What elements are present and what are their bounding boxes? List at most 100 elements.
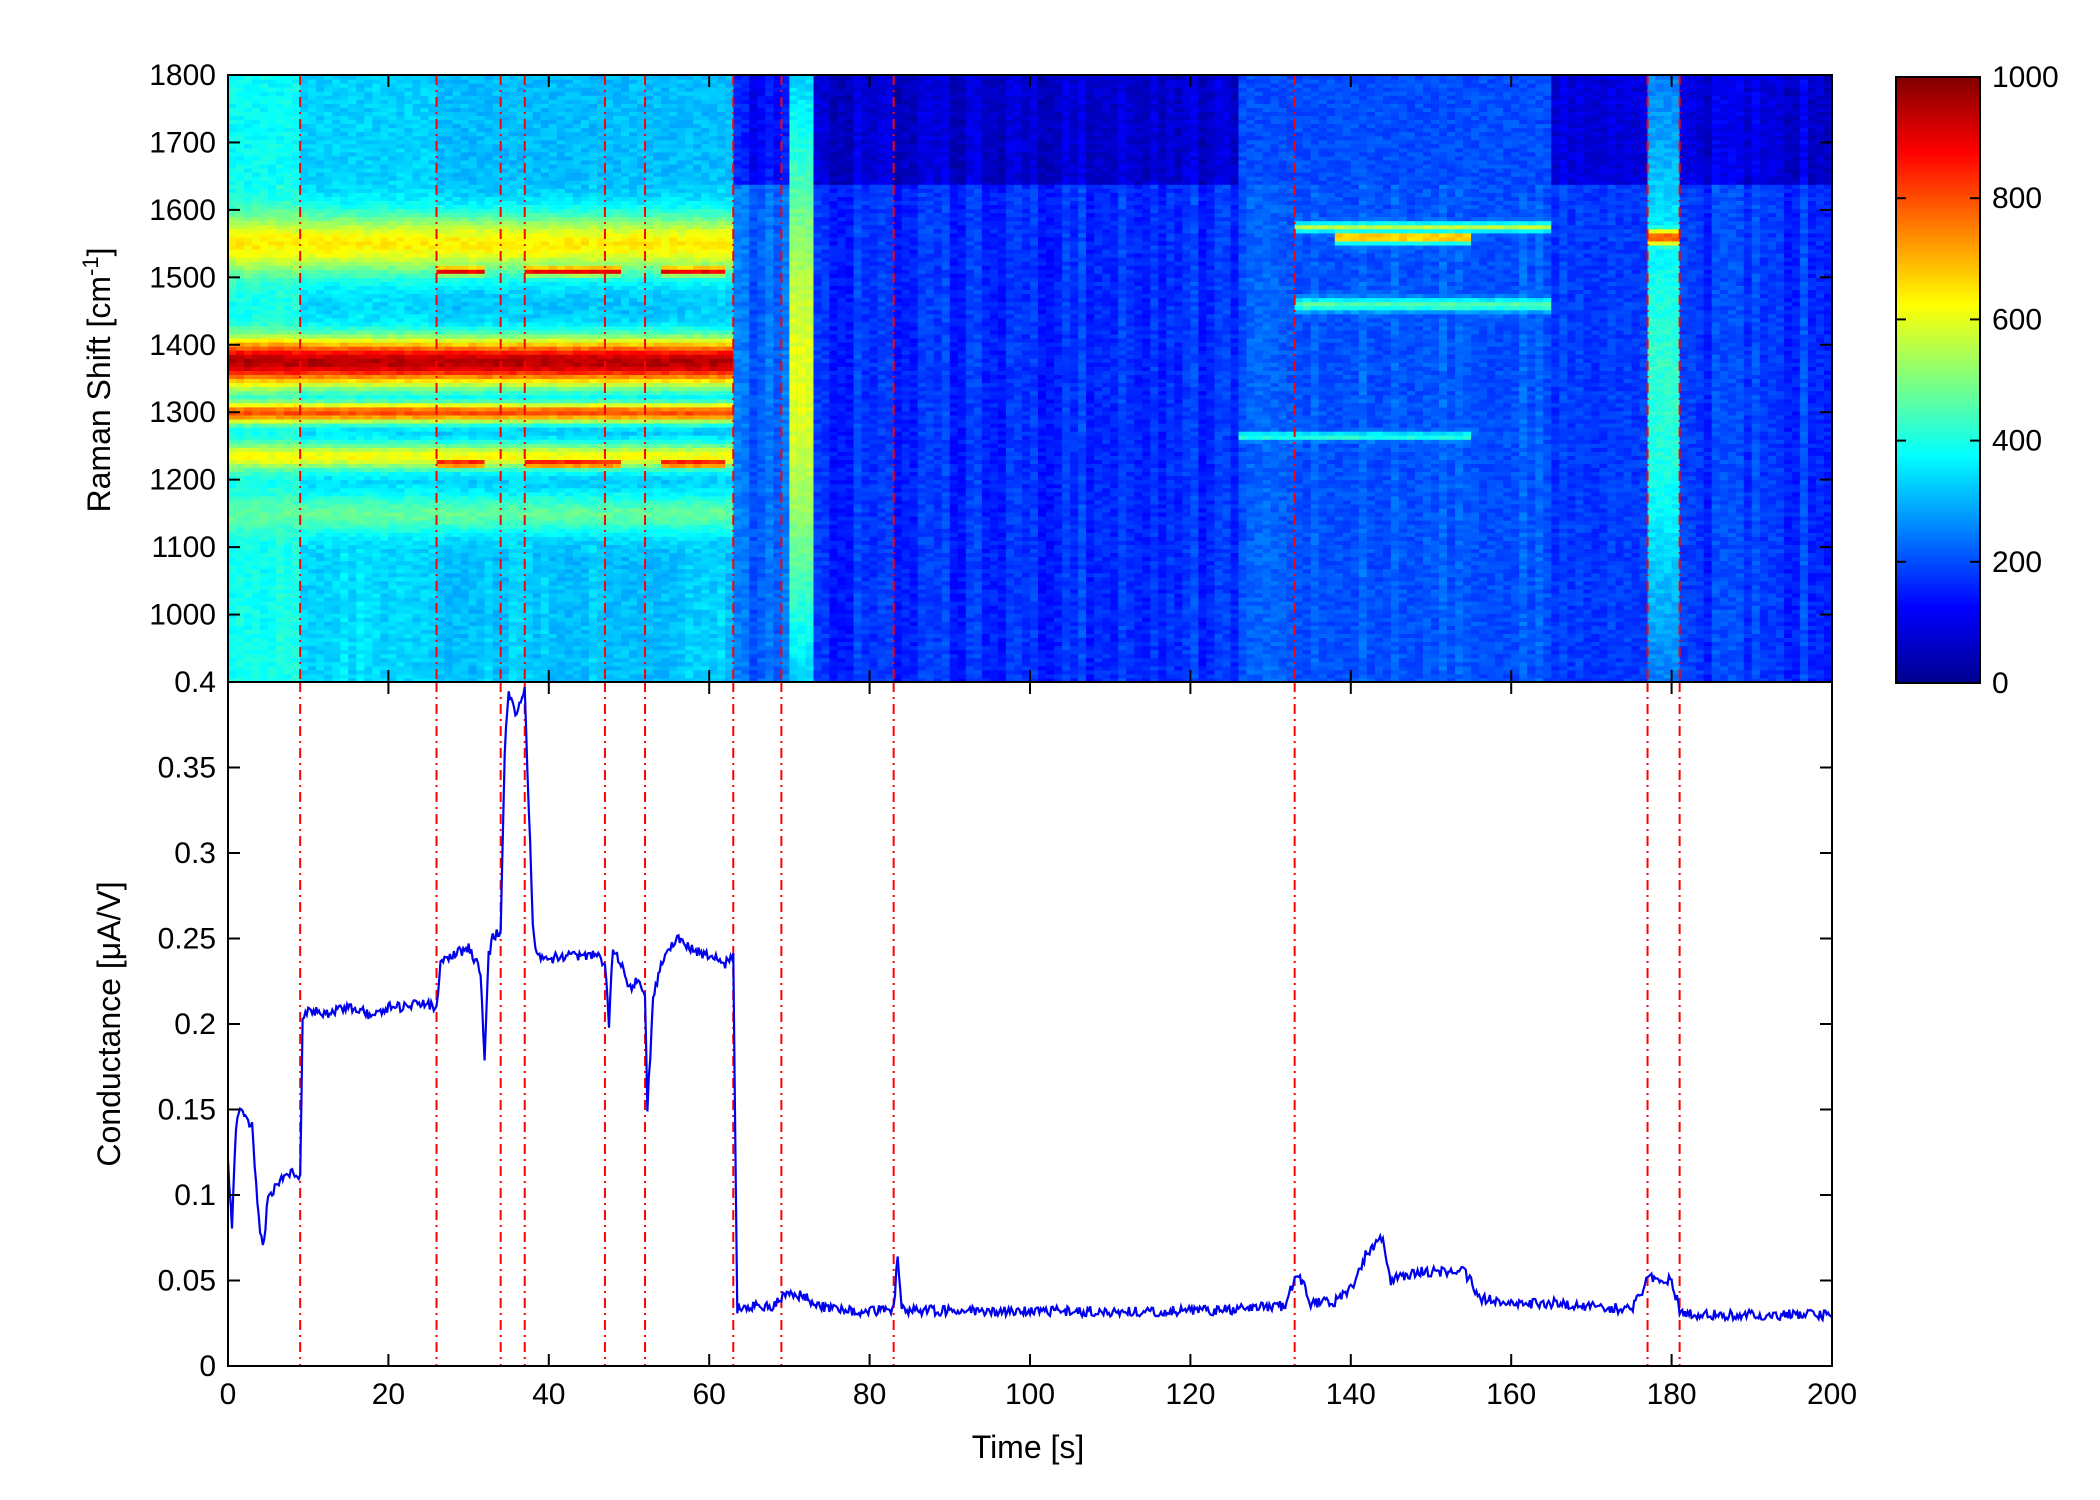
heatmap-cell xyxy=(413,322,422,327)
heatmap-cell xyxy=(348,310,357,315)
heatmap-cell xyxy=(284,95,293,100)
heatmap-cell xyxy=(300,504,309,509)
heatmap-cell xyxy=(308,395,317,400)
heatmap-cell xyxy=(461,152,470,157)
heatmap-cell xyxy=(260,180,269,185)
heatmap-cell xyxy=(380,273,389,278)
heatmap-cell xyxy=(453,330,462,335)
heatmap-cell xyxy=(300,528,309,533)
heatmap-cell xyxy=(252,156,261,161)
heatmap-cell xyxy=(276,294,285,299)
heatmap-cell xyxy=(380,160,389,165)
heatmap-cell xyxy=(236,334,245,339)
heatmap-cell xyxy=(260,265,269,270)
heatmap-cell xyxy=(364,350,373,355)
heatmap-cell xyxy=(453,99,462,104)
heatmap-cell xyxy=(340,407,349,412)
heatmap-cell xyxy=(485,387,494,392)
heatmap-cell xyxy=(324,674,333,679)
heatmap-cell xyxy=(236,387,245,392)
heatmap-cell xyxy=(380,597,389,602)
heatmap-cell xyxy=(284,334,293,339)
heatmap-cell xyxy=(236,322,245,327)
heatmap-cell xyxy=(469,152,478,157)
heatmap-cell xyxy=(453,350,462,355)
heatmap-cell xyxy=(268,427,277,432)
heatmap-cell xyxy=(421,95,430,100)
heatmap-cell xyxy=(332,577,341,582)
heatmap-cell xyxy=(300,128,309,133)
heatmap-cell xyxy=(421,370,430,375)
heatmap-cell xyxy=(300,229,309,234)
heatmap-cell xyxy=(445,116,454,121)
heatmap-cell xyxy=(477,650,486,655)
heatmap-cell xyxy=(372,621,381,626)
heatmap-cell xyxy=(252,544,261,549)
heatmap-cell xyxy=(308,225,317,230)
heatmap-cell xyxy=(413,217,422,222)
heatmap-cell xyxy=(477,585,486,590)
heatmap-cell xyxy=(348,132,357,137)
heatmap-cell xyxy=(260,613,269,618)
heatmap-cell xyxy=(300,472,309,477)
heatmap-cell xyxy=(461,209,470,214)
heatmap-cell xyxy=(469,200,478,205)
heatmap-cell xyxy=(445,662,454,667)
heatmap-cell xyxy=(340,245,349,250)
heatmap-cell xyxy=(348,180,357,185)
heatmap-cell xyxy=(268,298,277,303)
heatmap-cell xyxy=(364,205,373,210)
heatmap-cell xyxy=(332,124,341,129)
heatmap-cell xyxy=(348,362,357,367)
heatmap-cell xyxy=(396,103,405,108)
heatmap-cell xyxy=(437,419,446,424)
heatmap-cell xyxy=(348,326,357,331)
heatmap-cell xyxy=(340,342,349,347)
heatmap-cell xyxy=(421,435,430,440)
heatmap-cell xyxy=(324,589,333,594)
heatmap-cell xyxy=(356,520,365,525)
heatmap-cell xyxy=(388,200,397,205)
heatmap-cell xyxy=(308,269,317,274)
heatmap-cell xyxy=(276,488,285,493)
heatmap-cell xyxy=(364,589,373,594)
heatmap-cell xyxy=(268,589,277,594)
heatmap-cell xyxy=(445,128,454,133)
heatmap-cell xyxy=(380,375,389,380)
heatmap-cell xyxy=(388,290,397,295)
heatmap-cell xyxy=(316,370,325,375)
heatmap-cell xyxy=(364,111,373,116)
heatmap-cell xyxy=(413,597,422,602)
heatmap-cell xyxy=(252,269,261,274)
heatmap-cell xyxy=(276,447,285,452)
heatmap-cell xyxy=(453,306,462,311)
heatmap-cell xyxy=(469,346,478,351)
heatmap-cell xyxy=(236,451,245,456)
heatmap-cell xyxy=(461,350,470,355)
heatmap-cell xyxy=(477,338,486,343)
heatmap-cell xyxy=(485,164,494,169)
heatmap-cell xyxy=(308,589,317,594)
heatmap-cell xyxy=(421,172,430,177)
heatmap-cell xyxy=(372,330,381,335)
heatmap-cell xyxy=(236,318,245,323)
heatmap-cell xyxy=(260,269,269,274)
heatmap-cell xyxy=(316,375,325,380)
heatmap-cell xyxy=(388,79,397,84)
heatmap-cell xyxy=(421,508,430,513)
heatmap-cell xyxy=(380,261,389,266)
heatmap-cell xyxy=(244,241,253,246)
heatmap-cell xyxy=(228,144,237,149)
heatmap-cell xyxy=(252,395,261,400)
heatmap-cell xyxy=(364,346,373,351)
heatmap-cell xyxy=(308,549,317,554)
heatmap-cell xyxy=(284,581,293,586)
heatmap-cell xyxy=(308,184,317,189)
heatmap-cell xyxy=(340,281,349,286)
heatmap-cell xyxy=(388,136,397,141)
heatmap-cell xyxy=(445,464,454,469)
heatmap-cell xyxy=(300,617,309,622)
heatmap-cell xyxy=(413,229,422,234)
heatmap-cell xyxy=(348,492,357,497)
heatmap-cell xyxy=(300,95,309,100)
